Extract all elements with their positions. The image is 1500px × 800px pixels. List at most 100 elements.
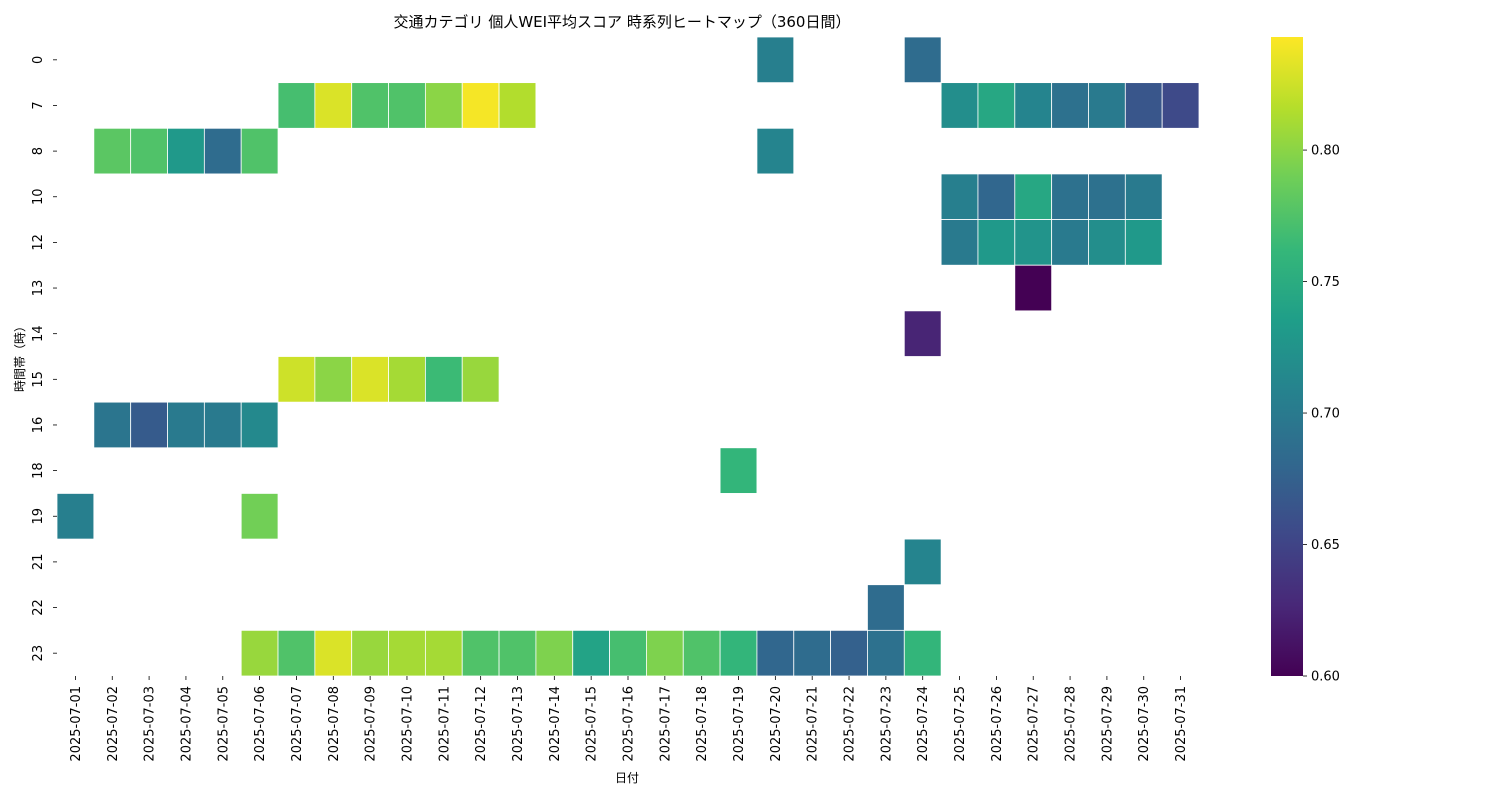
heatmap-cell xyxy=(203,401,242,449)
heatmap-cell xyxy=(719,447,758,494)
heatmap-cell xyxy=(388,629,426,677)
heatmap-cell xyxy=(167,401,205,449)
heatmap-cell xyxy=(830,629,868,677)
y-tick-label: 22 xyxy=(31,599,46,616)
colorbar-ticks: 0.60 0.65 0.70 0.75 0.80 xyxy=(1303,144,1340,685)
x-tick-label: 2025-07-27 xyxy=(1027,686,1042,762)
x-tick-label: 2025-07-20 xyxy=(769,686,784,762)
x-tick-label: 2025-07-14 xyxy=(548,686,563,762)
heatmap-cell xyxy=(535,629,574,677)
heatmap-cell xyxy=(461,356,500,403)
x-tick-label: 2025-07-16 xyxy=(622,686,637,762)
y-tick-label: 8 xyxy=(31,147,46,155)
heatmap-cell xyxy=(498,629,537,677)
x-tick-label: 2025-07-13 xyxy=(511,686,526,762)
heatmap-cell xyxy=(903,538,942,586)
y-tick-label: 13 xyxy=(31,280,46,297)
x-tick-label: 2025-07-04 xyxy=(179,686,194,762)
heatmap-cell xyxy=(756,36,795,84)
heatmap-cell xyxy=(756,127,795,175)
x-tick-label: 2025-07-30 xyxy=(1137,686,1152,762)
heatmap-cell xyxy=(93,401,132,449)
heatmap-cell xyxy=(940,173,979,220)
heatmap-cell xyxy=(1051,219,1089,266)
heatmap-cell xyxy=(56,493,95,540)
y-tick-label: 14 xyxy=(31,325,46,342)
heatmap-cell xyxy=(424,82,463,129)
x-tick-label: 2025-07-02 xyxy=(106,686,121,762)
heatmap-cell xyxy=(903,629,942,677)
heatmap-cell xyxy=(130,401,168,449)
heatmap-cell xyxy=(351,629,389,677)
x-tick-label: 2025-07-18 xyxy=(695,686,710,762)
heatmap-cell xyxy=(1161,82,1200,129)
x-tick-label: 2025-07-07 xyxy=(290,686,305,762)
heatmap-cell xyxy=(240,629,279,677)
x-tick-label: 2025-07-12 xyxy=(474,686,489,762)
x-tick-label: 2025-07-10 xyxy=(400,686,415,762)
x-tick-label: 2025-07-17 xyxy=(658,686,673,762)
heatmap-cell xyxy=(461,629,500,677)
heatmap-cell xyxy=(498,82,537,129)
y-axis-label: 時間帯（時） xyxy=(13,320,27,392)
x-tick-label: 2025-07-28 xyxy=(1064,686,1079,762)
heatmap-cell xyxy=(240,127,279,175)
heatmap-cell xyxy=(93,127,132,175)
heatmap-cell xyxy=(1014,264,1053,312)
x-tick-label: 2025-07-19 xyxy=(732,686,747,762)
colorbar-tick-label: 0.65 xyxy=(1311,538,1340,553)
heatmap-cell xyxy=(424,356,463,403)
heatmap-cell xyxy=(314,356,353,403)
heatmap-cell xyxy=(1014,82,1053,129)
heatmap-cell xyxy=(609,629,647,677)
x-tick-label: 2025-07-03 xyxy=(143,686,158,762)
y-tick-label: 21 xyxy=(31,554,46,571)
heatmap-cell xyxy=(461,82,500,129)
y-tick-label: 0 xyxy=(31,56,46,64)
x-tick-label: 2025-07-05 xyxy=(216,686,231,762)
y-tick-label: 18 xyxy=(31,462,46,479)
x-tick-label: 2025-07-29 xyxy=(1100,686,1115,762)
chart-title: 交通カテゴリ 個人WEI平均スコア 時系列ヒートマップ（360日間） xyxy=(394,13,851,31)
heatmap-cell xyxy=(977,82,1016,129)
colorbar-tick-label: 0.70 xyxy=(1311,407,1340,422)
heatmap-cell xyxy=(203,127,242,175)
heatmap-cell xyxy=(240,493,279,540)
heatmap-cell xyxy=(424,629,463,677)
y-axis-ticks: 0 7 8 10 12 13 14 15 16 18 19 21 22 23 xyxy=(31,56,57,662)
x-tick-label: 2025-07-21 xyxy=(806,686,821,762)
y-tick-label: 23 xyxy=(31,645,46,662)
colorbar-tick-label: 0.80 xyxy=(1311,144,1340,159)
x-tick-label: 2025-07-09 xyxy=(364,686,379,762)
y-tick-label: 12 xyxy=(31,234,46,251)
colorbar-tick-label: 0.75 xyxy=(1311,275,1340,290)
y-tick-label: 16 xyxy=(31,417,46,434)
y-tick-label: 10 xyxy=(31,188,46,205)
x-tick-label: 2025-07-01 xyxy=(69,686,84,762)
heatmap-cell xyxy=(314,82,353,129)
heatmap-cell xyxy=(1088,219,1126,266)
heatmap-cell xyxy=(1088,173,1126,220)
y-tick-label: 19 xyxy=(31,508,46,525)
heatmap-cell xyxy=(1124,173,1163,220)
x-tick-label: 2025-07-26 xyxy=(990,686,1005,762)
heatmap-cell xyxy=(314,629,353,677)
x-tick-label: 2025-07-31 xyxy=(1174,686,1189,762)
heatmap-cell xyxy=(903,310,942,357)
x-tick-label: 2025-07-22 xyxy=(843,686,858,762)
heatmap-cell xyxy=(351,356,389,403)
heatmap-cell xyxy=(277,629,316,677)
heatmap-cell xyxy=(1088,82,1126,129)
heatmap-cell xyxy=(388,356,426,403)
heatmap-cell xyxy=(719,629,758,677)
x-axis-label: 日付 xyxy=(615,771,639,785)
heatmap-cell xyxy=(793,629,832,677)
heatmap-cell xyxy=(940,82,979,129)
heatmap-cell xyxy=(1124,219,1163,266)
heatmap-cell xyxy=(903,36,942,84)
heatmap-cell xyxy=(572,629,610,677)
heatmap-cell xyxy=(130,127,168,175)
heatmap-cell xyxy=(646,629,684,677)
heatmap-cell xyxy=(977,219,1016,266)
heatmap-cell xyxy=(1124,82,1163,129)
